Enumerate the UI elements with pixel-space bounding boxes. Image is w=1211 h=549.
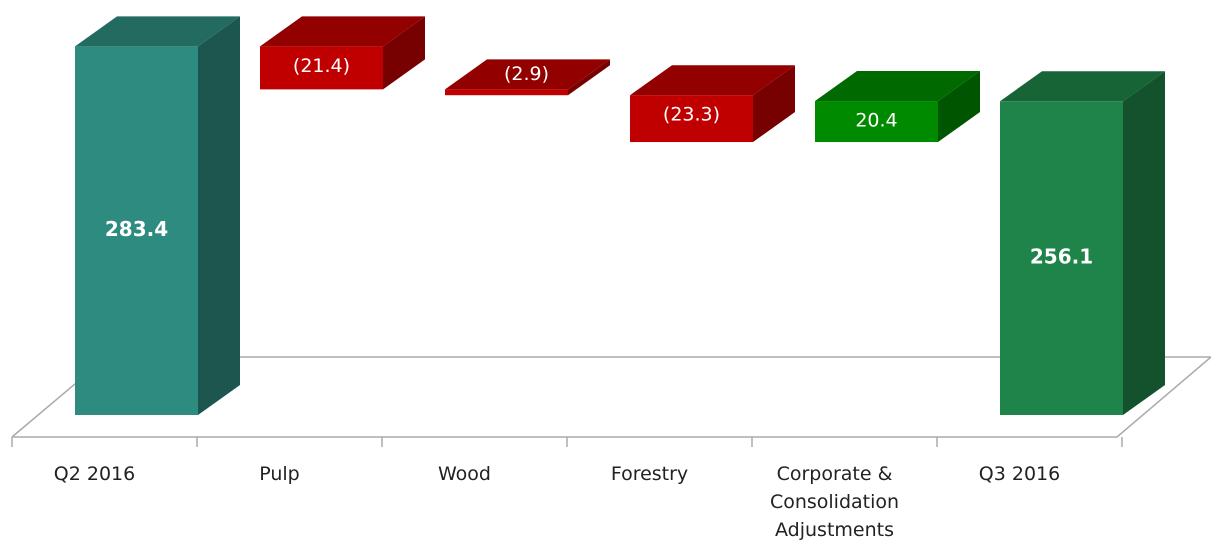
- value-label: 256.1: [1030, 245, 1093, 269]
- bar-top: [1000, 71, 1165, 102]
- x-tick-label: Q2 2016: [53, 463, 136, 485]
- value-label: 20.4: [855, 110, 897, 132]
- floor-front: [12, 356, 1211, 438]
- bar-side: [753, 65, 795, 143]
- bar: [630, 95, 753, 143]
- bar-side: [198, 16, 240, 416]
- bar-top: [815, 71, 980, 102]
- bar-side: [383, 16, 425, 90]
- value-label: (21.4): [293, 55, 350, 77]
- x-tick-label: Q3 2016: [978, 463, 1061, 485]
- bar-top: [445, 59, 610, 90]
- x-tick-label: Wood: [438, 463, 491, 485]
- x-tick-label: Forestry: [610, 463, 689, 485]
- bar: [445, 89, 568, 96]
- bar-side: [938, 71, 980, 143]
- value-label: 283.4: [105, 217, 168, 241]
- x-tick-label: Corporate & Consolidation Adjustments: [769, 463, 900, 541]
- bar-side: [568, 59, 610, 96]
- bar-top: [630, 65, 795, 96]
- bar-top: [260, 16, 425, 47]
- bar: [815, 101, 938, 143]
- x-tick-label: Pulp: [259, 463, 300, 485]
- value-label: (23.3): [663, 104, 720, 126]
- value-label: (2.9): [504, 63, 549, 85]
- bar-top: [75, 16, 240, 47]
- bar-side: [1123, 71, 1165, 415]
- bar: [260, 46, 383, 90]
- bar: [1000, 101, 1123, 415]
- bar: [75, 46, 198, 416]
